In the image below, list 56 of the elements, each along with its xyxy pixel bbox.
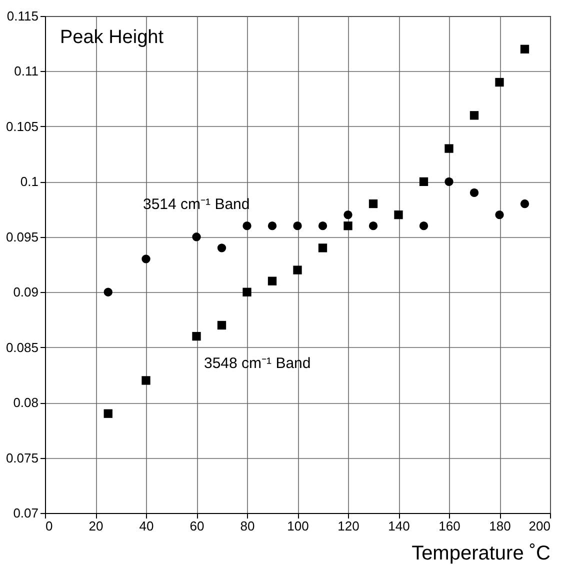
x-tick-label: 60 (190, 518, 204, 534)
x-tick-label: 100 (287, 518, 309, 534)
y-tick-label: 0.09 (13, 284, 38, 300)
y-tick-label: 0.1 (20, 174, 38, 190)
y-tick-label: 0.115 (6, 8, 38, 24)
x-tick-label: 120 (338, 518, 360, 534)
point (242, 222, 252, 230)
y-tick-label: 0.095 (6, 229, 38, 244)
point (444, 144, 454, 153)
x-tick-label: 180 (489, 518, 511, 534)
x-axis-title: Temperature ˚C (412, 542, 550, 564)
point (470, 188, 479, 198)
annotation: Peak Height (60, 27, 164, 48)
y-tick-label: 0.08 (13, 395, 38, 410)
x-tick-label: 40 (139, 518, 154, 534)
point (318, 244, 328, 252)
point (192, 232, 201, 242)
point (242, 288, 252, 296)
point (520, 44, 530, 54)
point (318, 222, 328, 230)
y-tick-label: 0.11 (14, 64, 38, 79)
x-tick-label: 0 (46, 518, 53, 534)
point (142, 254, 150, 264)
annotation: 3514 cm⁻¹ Band (143, 196, 250, 213)
x-tick-label: 200 (528, 518, 550, 534)
point (104, 288, 112, 296)
point (192, 332, 201, 341)
point (217, 320, 226, 330)
point (344, 210, 352, 220)
point (268, 276, 277, 286)
x-tick-label: 140 (388, 518, 410, 534)
point (344, 222, 352, 230)
point (394, 210, 403, 220)
point (293, 266, 302, 274)
y-tick-label: 0.075 (6, 450, 38, 466)
y-tick-label: 0.105 (6, 118, 38, 134)
y-tick-label: 0.085 (6, 340, 38, 355)
x-tick-label: 160 (438, 518, 460, 534)
point (368, 222, 378, 230)
annotation: 3548 cm⁻¹ Band (204, 355, 311, 372)
point (495, 78, 504, 87)
point (368, 199, 378, 208)
x-tick-label: 20 (88, 518, 104, 534)
point (495, 210, 504, 220)
point (268, 222, 277, 230)
point (419, 222, 428, 230)
point (217, 244, 226, 252)
point (470, 111, 479, 120)
point (444, 177, 454, 186)
point (520, 199, 530, 208)
point (142, 376, 150, 385)
point (419, 177, 428, 186)
point (104, 409, 112, 418)
y-tick-label: 0.07 (13, 506, 38, 520)
point (293, 222, 302, 230)
x-tick-label: 80 (240, 518, 255, 534)
